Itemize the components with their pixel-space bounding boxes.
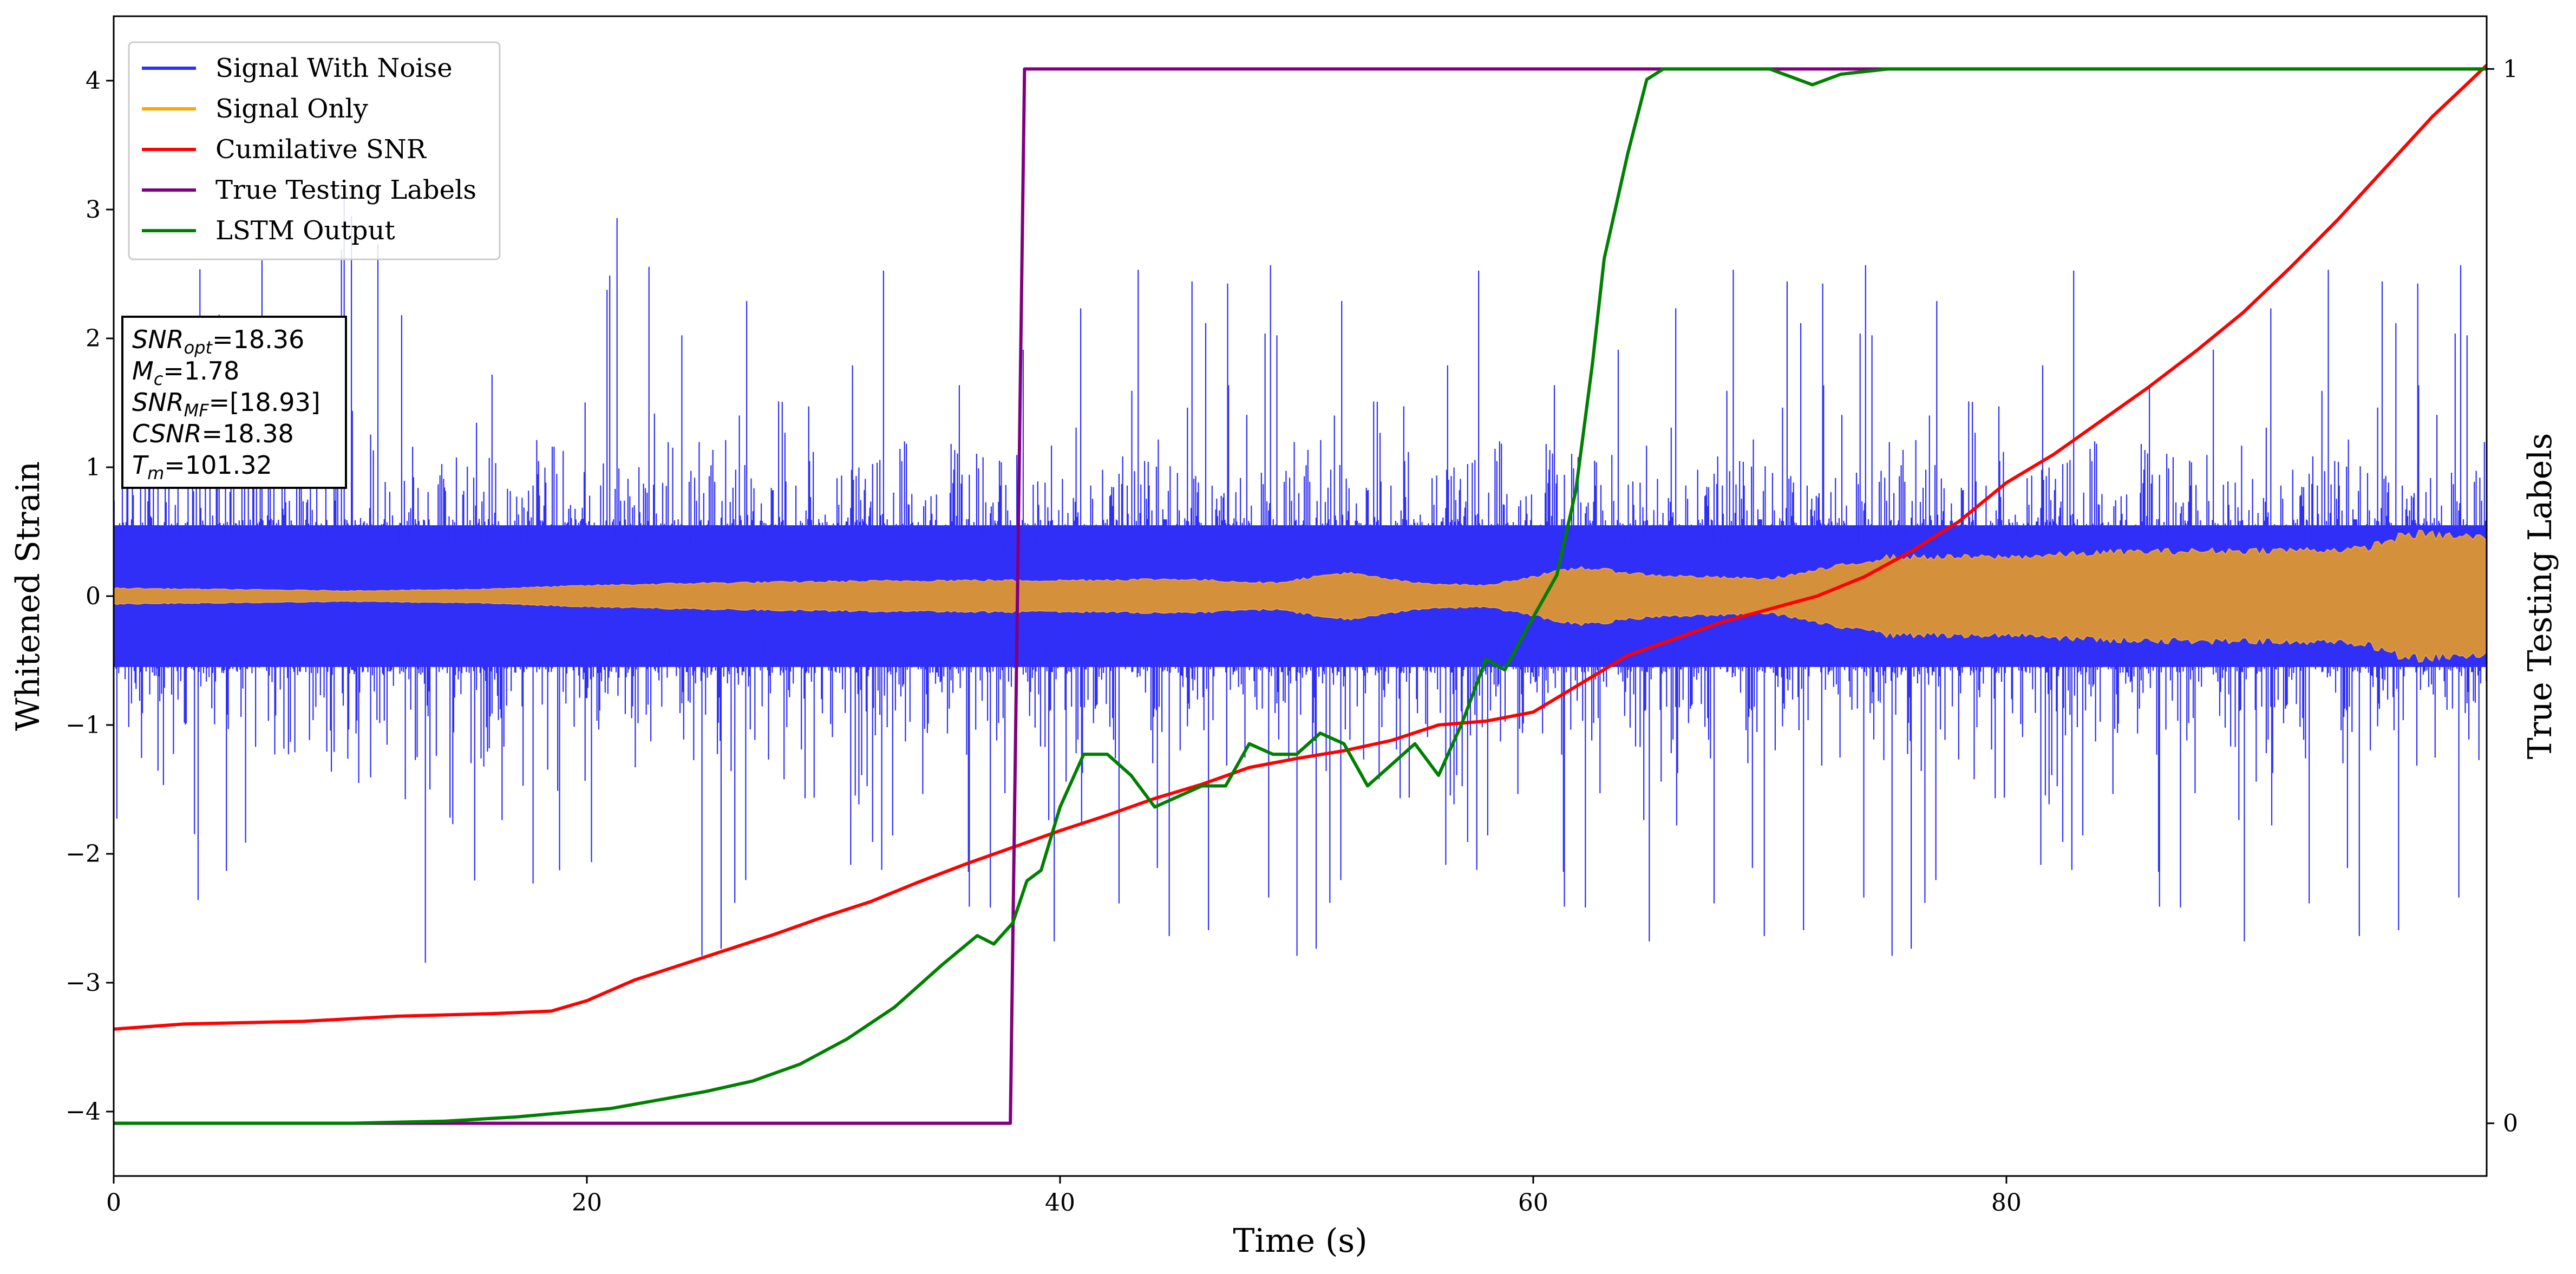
- x-tick-label: 0: [106, 1189, 121, 1217]
- info-line: SNRMF=[18.93]: [132, 388, 321, 421]
- y-tick-label: 4: [86, 67, 101, 95]
- x-tick-label: 20: [572, 1189, 602, 1217]
- y-axis-label: Whitened Strain: [9, 461, 47, 731]
- y-tick-label: −4: [66, 1098, 101, 1126]
- series-lstm-output: [114, 67, 2487, 1125]
- y-tick-label: 2: [86, 325, 101, 352]
- series-signal-only: [114, 530, 2487, 663]
- legend-label: Signal Only: [215, 94, 368, 124]
- y-tick-label: 1: [86, 454, 101, 481]
- y-tick-label: 3: [86, 196, 101, 224]
- legend-label: True Testing Labels: [215, 175, 476, 205]
- info-line: Tm=101.32: [132, 450, 272, 484]
- info-line: CSNR=18.38: [132, 419, 294, 448]
- series-cumilative-snr: [114, 64, 2487, 1031]
- info-box: SNRopt=18.36Mc=1.78SNRMF=[18.93]CSNR=18.…: [121, 316, 347, 489]
- info-line: Mc=1.78: [132, 356, 239, 389]
- y-tick-label: −2: [66, 840, 101, 868]
- info-box-frame: [121, 316, 347, 489]
- legend-label: LSTM Output: [215, 215, 395, 246]
- y2-axis-label: True Testing Labels: [2521, 433, 2559, 760]
- legend-box: [128, 41, 501, 260]
- x-tick-label: 60: [1518, 1189, 1548, 1217]
- y2-tick-label: 1: [2503, 55, 2518, 83]
- plot-clip-group: [114, 64, 2487, 1125]
- x-tick-label: 40: [1045, 1189, 1075, 1217]
- info-line: SNRopt=18.36: [132, 325, 304, 358]
- y-tick-label: 0: [86, 583, 101, 610]
- y-tick-label: −3: [66, 969, 101, 997]
- legend-label: Cumilative SNR: [215, 134, 427, 165]
- y2-tick-label: 0: [2503, 1110, 2518, 1138]
- x-axis-label: Time (s): [1233, 1222, 1367, 1260]
- legend: Signal With Noise Signal Only Cumilative S…: [128, 41, 501, 260]
- plot-area: [114, 64, 2487, 1125]
- x-tick-label: 80: [1991, 1189, 2022, 1217]
- legend-label: Signal With Noise: [215, 53, 453, 83]
- y-tick-label: −1: [66, 711, 101, 739]
